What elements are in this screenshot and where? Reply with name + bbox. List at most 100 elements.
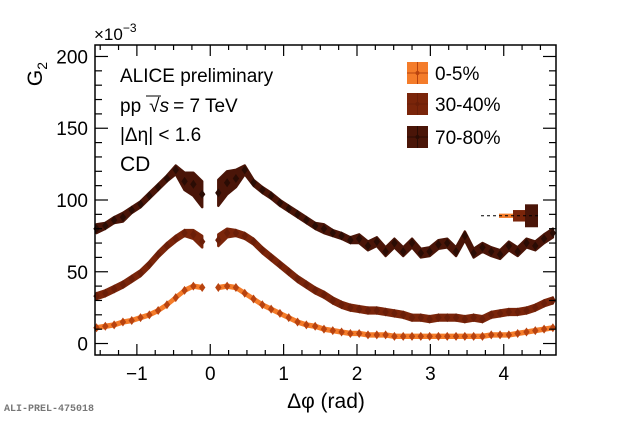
data-point-0-5% — [470, 331, 477, 341]
data-point-0-5% — [496, 330, 504, 340]
data-point-70-80% — [285, 204, 292, 214]
data-point-30-40% — [426, 314, 433, 324]
data-point-0-5% — [223, 281, 231, 291]
data-point-70-80% — [470, 248, 477, 258]
data-point-70-80% — [364, 241, 372, 251]
data-point-30-40% — [364, 306, 372, 316]
data-point-30-40% — [461, 314, 469, 324]
data-point-0-5% — [347, 328, 354, 338]
data-point-70-80% — [479, 242, 486, 252]
uncertainty-band-70-80% — [217, 164, 555, 261]
data-point-30-40% — [470, 313, 477, 323]
data-point-70-80% — [461, 231, 469, 241]
data-point-30-40% — [303, 280, 310, 290]
x-tick-label: 3 — [425, 364, 436, 385]
data-markers — [93, 165, 557, 341]
data-point-30-40% — [391, 308, 398, 318]
data-point-70-80% — [426, 247, 433, 257]
data-point-0-5% — [505, 330, 513, 340]
data-point-70-80% — [198, 189, 206, 199]
data-point-70-80% — [172, 165, 179, 175]
data-point-70-80% — [102, 221, 109, 231]
data-point-30-40% — [241, 231, 248, 241]
systematic-uncertainty-boxes — [481, 204, 541, 228]
data-point-70-80% — [241, 165, 248, 175]
data-point-0-5% — [250, 294, 257, 304]
legend-marker — [415, 135, 420, 139]
annotation-pp: pp — [120, 96, 141, 117]
data-point-0-5% — [444, 331, 451, 341]
x-tick-label: 4 — [498, 364, 509, 385]
y-tick-label: 200 — [56, 47, 88, 68]
data-point-70-80% — [190, 179, 197, 189]
legend-entry-0-5%: 0-5% — [407, 62, 479, 85]
data-point-0-5% — [329, 326, 336, 336]
data-point-30-40% — [119, 280, 127, 290]
y-axis-tick-labels: 0 50 100 150 200 — [56, 47, 88, 355]
data-point-30-40% — [154, 250, 162, 260]
data-point-30-40% — [444, 313, 451, 323]
data-point-0-5% — [391, 331, 398, 341]
data-point-0-5% — [119, 317, 127, 327]
data-point-0-5% — [364, 330, 372, 340]
data-point-0-5% — [338, 327, 345, 337]
data-point-30-40% — [382, 307, 389, 317]
y-tick-label: 150 — [56, 119, 88, 140]
data-point-70-80% — [355, 234, 363, 244]
legend-marker — [415, 102, 420, 106]
data-point-0-5% — [426, 331, 433, 341]
data-point-0-5% — [311, 321, 319, 331]
data-point-70-80% — [382, 247, 389, 257]
data-point-30-40% — [267, 252, 275, 262]
data-point-0-5% — [408, 331, 416, 341]
data-point-70-80% — [444, 238, 451, 248]
x-tick-label: 2 — [352, 364, 363, 385]
data-point-30-40% — [514, 307, 521, 317]
data-point-70-80% — [347, 235, 354, 245]
data-point-70-80% — [320, 224, 328, 234]
y-axis-label-subscript: 2 — [34, 62, 50, 70]
annotation-energy: = 7 TeV — [173, 96, 238, 117]
data-point-70-80% — [435, 239, 442, 249]
data-point-70-80% — [181, 176, 188, 186]
data-point-30-40% — [347, 303, 354, 313]
x-tick-label: 1 — [278, 364, 289, 385]
data-point-30-40% — [532, 303, 539, 313]
svg-text:G2: G2 — [24, 62, 50, 86]
data-point-30-40% — [146, 260, 153, 270]
data-point-70-80% — [391, 238, 398, 248]
data-point-30-40% — [329, 295, 336, 305]
data-point-0-5% — [259, 300, 266, 310]
data-point-0-5% — [549, 323, 557, 333]
data-point-0-5% — [461, 331, 469, 341]
data-point-30-40% — [102, 288, 109, 298]
x-tick-label: 0 — [205, 364, 216, 385]
data-point-0-5% — [163, 300, 171, 310]
data-point-70-80% — [514, 247, 521, 257]
data-point-70-80% — [276, 198, 284, 208]
data-point-0-5% — [382, 330, 389, 340]
data-point-70-80% — [303, 215, 310, 225]
data-point-0-5% — [172, 293, 179, 303]
data-point-0-5% — [137, 313, 144, 323]
data-point-30-40% — [215, 235, 222, 245]
data-point-30-40% — [496, 308, 504, 318]
data-point-30-40% — [172, 234, 179, 244]
data-point-70-80% — [373, 237, 381, 247]
data-point-0-5% — [181, 285, 188, 295]
legend: 0-5% 30-40% 70-80% — [407, 62, 501, 149]
data-point-30-40% — [488, 310, 495, 320]
data-point-30-40% — [311, 285, 319, 295]
y-axis-label-main: G — [24, 70, 47, 86]
data-point-70-80% — [523, 238, 530, 248]
data-point-70-80% — [215, 188, 222, 198]
data-point-70-80% — [259, 185, 266, 195]
y-tick-label: 50 — [67, 263, 88, 284]
y-axis-multiplier: ×10−3 — [94, 21, 137, 44]
x-axis-label: Δφ (rad) — [287, 390, 365, 413]
data-point-30-40% — [276, 260, 284, 270]
data-point-0-5% — [320, 324, 328, 334]
data-point-30-40% — [110, 284, 118, 294]
data-point-70-80% — [408, 238, 416, 248]
